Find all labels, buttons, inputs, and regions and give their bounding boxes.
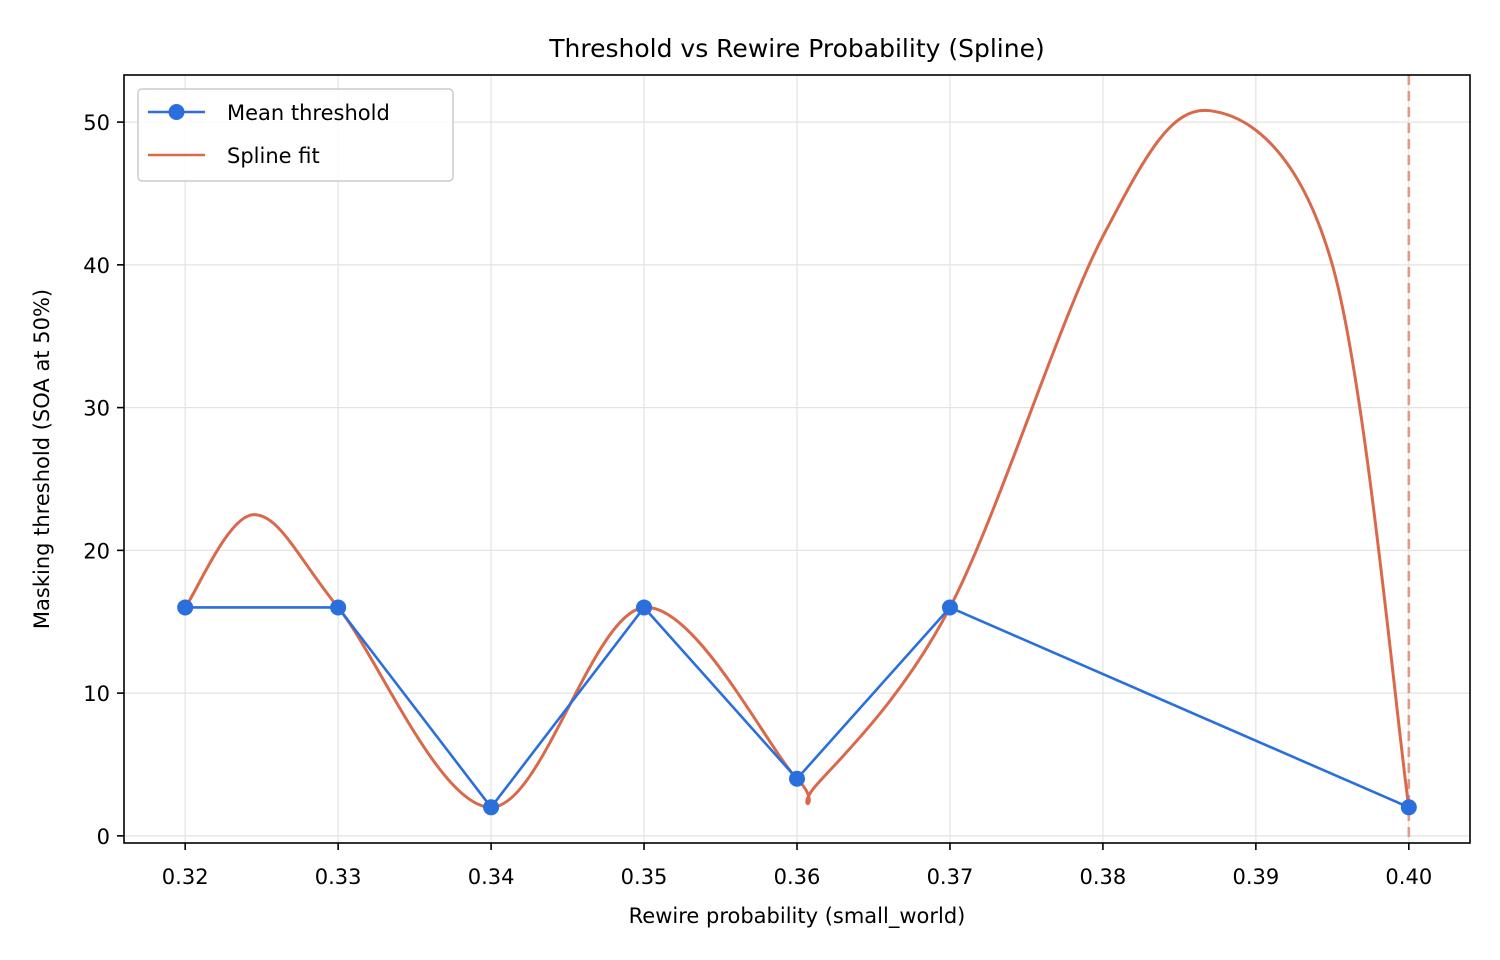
y-tick-label: 40 xyxy=(83,254,110,278)
x-tick-label: 0.38 xyxy=(1080,865,1127,889)
x-tick-label: 0.32 xyxy=(162,865,209,889)
x-axis: 0.32 0.33 0.34 0.35 0.36 0.37 0.38 0.39 0.40 xyxy=(162,843,1432,889)
data-point-mean-threshold xyxy=(1400,799,1417,816)
y-tick-label: 30 xyxy=(83,397,110,421)
x-tick-label: 0.36 xyxy=(774,865,821,889)
x-tick-label: 0.37 xyxy=(927,865,974,889)
series-layer xyxy=(177,108,1417,816)
y-axis-label: Masking threshold (SOA at 50%) xyxy=(30,289,54,629)
legend-mean-threshold-label: Mean threshold xyxy=(227,101,390,125)
data-point-mean-threshold xyxy=(636,599,653,616)
data-point-mean-threshold xyxy=(789,770,805,787)
data-point-mean-threshold xyxy=(941,599,958,616)
grid-layer xyxy=(124,75,1470,843)
data-point-mean-threshold xyxy=(177,599,194,616)
chart-title: Threshold vs Rewire Probability (Spline) xyxy=(548,34,1044,63)
y-tick-label: 0 xyxy=(97,825,110,849)
x-tick-label: 0.39 xyxy=(1232,865,1279,889)
data-point-mean-threshold xyxy=(483,799,500,816)
y-tick-label: 20 xyxy=(83,539,110,563)
legend-mean-threshold-marker xyxy=(168,104,185,120)
x-tick-label: 0.33 xyxy=(315,865,362,889)
x-axis-label: Rewire probability (small_world) xyxy=(629,904,966,929)
legend-box xyxy=(137,88,454,182)
legend: Mean threshold Spline fit xyxy=(137,88,454,182)
y-tick-label: 10 xyxy=(83,682,110,706)
x-tick-label: 0.34 xyxy=(468,865,515,889)
legend-spline-fit-label: Spline fit xyxy=(227,144,320,168)
y-axis: 0 10 20 30 40 50 xyxy=(83,111,124,849)
data-point-mean-threshold xyxy=(330,599,347,616)
y-tick-label: 50 xyxy=(83,111,110,135)
x-tick-label: 0.40 xyxy=(1385,865,1432,889)
series-line-spline-fit xyxy=(183,108,1411,809)
x-tick-label: 0.35 xyxy=(621,865,668,889)
